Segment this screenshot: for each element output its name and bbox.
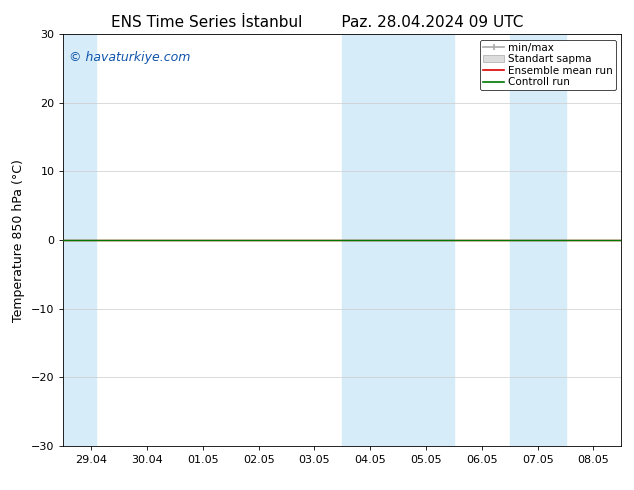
Y-axis label: Temperature 850 hPa (°C): Temperature 850 hPa (°C) [12, 159, 25, 321]
Bar [342, 34, 454, 446]
Bar [510, 34, 566, 446]
Bar [63, 34, 96, 446]
Text: ENS Time Series İstanbul        Paz. 28.04.2024 09 UTC: ENS Time Series İstanbul Paz. 28.04.2024… [111, 15, 523, 30]
Text: © havaturkiye.com: © havaturkiye.com [69, 51, 190, 64]
Legend: min/max, Standart sapma, Ensemble mean run, Controll run: min/max, Standart sapma, Ensemble mean r… [480, 40, 616, 91]
